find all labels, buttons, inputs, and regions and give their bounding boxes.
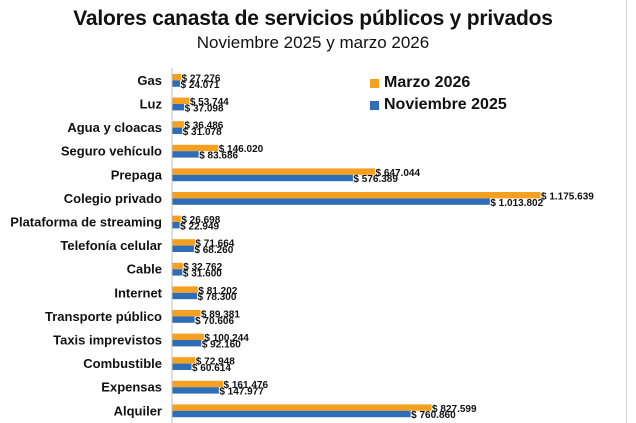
data-label: $ 576.389 xyxy=(353,174,398,185)
bar-noviembre-2025 xyxy=(172,292,198,300)
bar-marzo-2026 xyxy=(172,310,201,317)
bar-marzo-2026 xyxy=(172,262,183,270)
data-label: $ 31.078 xyxy=(183,127,222,138)
data-label: $ 60.614 xyxy=(192,363,231,374)
category-label: Expensas xyxy=(101,380,162,395)
data-label: $ 100.244 xyxy=(204,333,249,344)
frame-border xyxy=(626,0,627,423)
data-label: $ 31.600 xyxy=(183,269,222,280)
bar-noviembre-2025 xyxy=(172,222,180,229)
category-label: Colegio privado xyxy=(64,191,162,206)
bar-marzo-2026 xyxy=(172,357,196,364)
data-label: $ 146.020 xyxy=(219,144,264,155)
data-label: $ 147.977 xyxy=(219,387,264,398)
data-label: $ 24.071 xyxy=(181,80,220,91)
data-label: $ 26.698 xyxy=(181,215,220,226)
data-label: $ 161.476 xyxy=(224,380,269,391)
bar-marzo-2026 xyxy=(172,144,219,152)
bar-noviembre-2025 xyxy=(172,316,195,323)
category-label: Transporte público xyxy=(45,309,162,324)
legend-swatch-noviembre-2025 xyxy=(370,100,379,110)
category-label: Gas xyxy=(137,73,162,88)
data-label: $ 78.300 xyxy=(198,292,237,303)
category-label: Agua y cloacas xyxy=(67,120,162,135)
legend: Marzo 2026 Noviembre 2025 xyxy=(370,72,507,116)
data-label: $ 827.599 xyxy=(432,404,477,415)
bar-noviembre-2025 xyxy=(172,80,181,87)
bar-noviembre-2025 xyxy=(172,245,194,252)
bar-noviembre-2025 xyxy=(172,151,199,158)
bar-noviembre-2025 xyxy=(172,269,183,276)
data-label: $ 89.381 xyxy=(201,309,240,320)
bar-marzo-2026 xyxy=(172,239,195,246)
data-label: $ 83.686 xyxy=(199,151,238,162)
bar-noviembre-2025 xyxy=(172,174,353,182)
category-label: Seguro vehículo xyxy=(61,144,162,159)
data-label: $ 81.202 xyxy=(198,286,237,297)
bar-noviembre-2025 xyxy=(172,363,192,370)
bar-marzo-2026 xyxy=(172,192,541,199)
legend-item-noviembre-2025: Noviembre 2025 xyxy=(370,94,507,116)
data-label: $ 36.486 xyxy=(184,121,223,132)
bar-marzo-2026 xyxy=(172,404,432,411)
data-label: $ 22.949 xyxy=(180,221,219,232)
data-label: $ 37.098 xyxy=(185,103,224,114)
category-label: Luz xyxy=(140,97,163,112)
bar-marzo-2026 xyxy=(172,333,204,340)
bar-marzo-2026 xyxy=(172,380,224,388)
data-label: $ 70.606 xyxy=(195,316,234,327)
data-label: $ 1.013.802 xyxy=(490,198,543,209)
data-label: $ 71.664 xyxy=(195,239,234,250)
bar-marzo-2026 xyxy=(172,121,184,128)
data-label: $ 72.948 xyxy=(196,357,235,368)
data-label: $ 647.044 xyxy=(376,168,421,179)
bar-noviembre-2025 xyxy=(172,127,183,134)
bar-marzo-2026 xyxy=(172,168,376,175)
bar-noviembre-2025 xyxy=(172,104,185,111)
data-label: $ 68.260 xyxy=(194,245,233,256)
category-label: Plataforma de streaming xyxy=(10,215,162,230)
bar-marzo-2026 xyxy=(172,74,182,81)
category-label: Combustible xyxy=(83,356,162,371)
category-label: Taxis imprevistos xyxy=(53,333,162,348)
bar-noviembre-2025 xyxy=(172,340,202,347)
legend-label: Noviembre 2025 xyxy=(384,96,507,113)
category-label: Prepaga xyxy=(111,167,163,182)
bar-marzo-2026 xyxy=(172,286,198,293)
legend-label: Marzo 2026 xyxy=(384,74,471,91)
category-label: Internet xyxy=(114,285,162,300)
data-label: $ 27.276 xyxy=(182,73,221,84)
data-label: $ 53.744 xyxy=(190,97,229,108)
legend-item-marzo-2026: Marzo 2026 xyxy=(370,72,507,94)
category-label: Alquiler xyxy=(114,403,162,418)
bar-marzo-2026 xyxy=(172,97,190,104)
bar-marzo-2026 xyxy=(172,215,181,222)
chart-subtitle: Noviembre 2025 y marzo 2026 xyxy=(196,33,430,52)
data-label: $ 760.860 xyxy=(411,410,456,421)
category-label: Telefonía celular xyxy=(60,238,162,253)
bar-noviembre-2025 xyxy=(172,198,490,205)
data-label: $ 1.175.639 xyxy=(541,191,594,202)
bar-noviembre-2025 xyxy=(172,387,219,394)
data-label: $ 32.762 xyxy=(183,262,222,273)
data-label: $ 92.160 xyxy=(202,339,241,350)
bar-noviembre-2025 xyxy=(172,410,411,418)
category-label: Cable xyxy=(127,262,162,277)
legend-swatch-marzo-2026 xyxy=(370,78,379,88)
chart-title: Valores canasta de servicios públicos y … xyxy=(73,7,553,30)
